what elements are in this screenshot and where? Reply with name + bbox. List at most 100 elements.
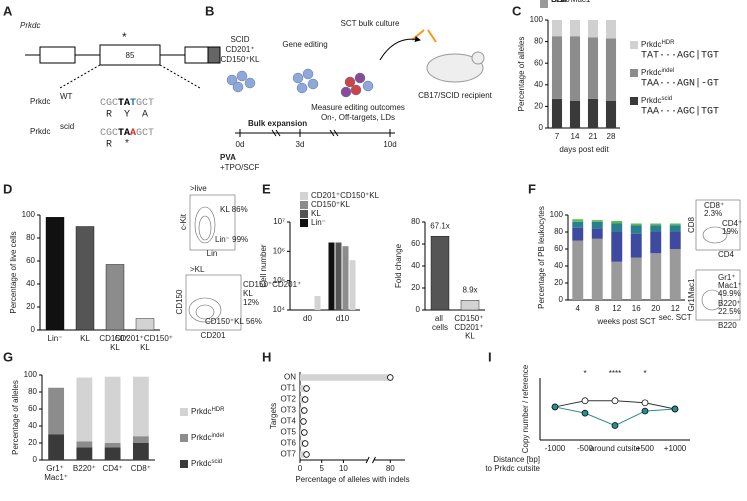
y-tick-label: 60 bbox=[26, 256, 35, 265]
legend-label: PrkdcHDR bbox=[191, 407, 225, 417]
panel-label: H bbox=[262, 349, 271, 364]
y-tick-label: 0 bbox=[539, 123, 544, 132]
bar-segment bbox=[76, 441, 93, 448]
point bbox=[611, 422, 619, 429]
legend-label: B220⁺ bbox=[551, 0, 574, 4]
point bbox=[303, 385, 310, 392]
point bbox=[387, 374, 394, 381]
bar-segment bbox=[650, 223, 662, 226]
value-label: 8.9x bbox=[462, 285, 477, 294]
codon-part: TA bbox=[118, 128, 130, 139]
codon-part: CGC bbox=[100, 128, 118, 139]
y-tick-label: 80 bbox=[26, 233, 35, 242]
day-label: 10d bbox=[383, 140, 396, 149]
y-axis-label: Percentage of PB leukocytes bbox=[537, 206, 546, 309]
legend-label: Prkdcscid bbox=[191, 459, 222, 469]
x-tick-label: 12 bbox=[671, 304, 680, 313]
y-tick-label: 10⁶ bbox=[273, 246, 285, 255]
y-axis-label: Percentage of alleles bbox=[517, 37, 526, 112]
day-label: 0d bbox=[236, 140, 245, 149]
legend-swatch bbox=[300, 210, 308, 218]
x-tick-label: CD150⁺ KL bbox=[99, 334, 130, 352]
legend-sequence: TAT···AGC|TGT bbox=[641, 50, 719, 62]
x-tick-label: all cells bbox=[432, 314, 448, 332]
bar-segment bbox=[611, 232, 623, 262]
y-tick-label: 80 bbox=[411, 217, 420, 226]
legend-swatch bbox=[630, 69, 638, 77]
legend-swatch bbox=[630, 41, 638, 49]
bar bbox=[460, 300, 480, 311]
day-label: 3d bbox=[296, 140, 305, 149]
legend-sequence: TAA···AGN|-GT bbox=[641, 78, 719, 90]
phase-label: Bulk expansion bbox=[248, 119, 307, 128]
population-label: SCID bbox=[230, 35, 249, 44]
bar bbox=[430, 235, 450, 311]
y-tick-label: 40 bbox=[534, 80, 543, 89]
inset-label: Mac1⁺ bbox=[718, 281, 742, 290]
y-tick-label: 0 bbox=[416, 305, 421, 314]
panel-label: G bbox=[3, 349, 13, 364]
inset-label: Lin bbox=[207, 249, 218, 258]
inset-label: 12% bbox=[243, 298, 259, 307]
inset-label: CD4 bbox=[718, 250, 735, 259]
inset-label: >KL bbox=[190, 265, 205, 274]
y-tick-label: OT4 bbox=[280, 417, 296, 426]
x-tick-label: -500 bbox=[577, 444, 594, 453]
allele-sequence: CGCTAAGCT bbox=[100, 128, 154, 139]
panel-label: E bbox=[262, 181, 271, 196]
media-label: PVA bbox=[220, 153, 236, 162]
bar-segment bbox=[605, 20, 617, 39]
y-axis-label: Copy number / reference bbox=[521, 364, 530, 453]
step-label: SCT bulk culture bbox=[341, 19, 401, 28]
legend-label: CD4⁺ bbox=[551, 0, 571, 4]
legend-swatch bbox=[300, 219, 308, 227]
allele-sup: scid bbox=[60, 122, 74, 131]
bar-segment bbox=[572, 227, 584, 241]
y-tick-label: 80 bbox=[554, 227, 563, 236]
point bbox=[671, 405, 679, 413]
population-label: CD150⁺KL bbox=[221, 55, 260, 64]
bar-segment bbox=[611, 223, 623, 232]
codon-part: GCT bbox=[136, 98, 154, 109]
bar bbox=[300, 451, 307, 458]
bar-segment bbox=[591, 238, 603, 300]
legend-sequence: TAA···AGC|TGT bbox=[641, 106, 719, 118]
x-tick-label: 0 bbox=[298, 464, 303, 473]
legend-label: CD201⁺CD150⁺KL bbox=[311, 191, 380, 200]
gene-name: Prkdc bbox=[20, 21, 40, 30]
inset-label: CD150⁺CD201⁺ bbox=[243, 280, 301, 289]
y-tick-label: 10⁷ bbox=[273, 217, 285, 226]
amino-acid: R bbox=[106, 110, 112, 121]
inset-label: CD150 bbox=[175, 289, 184, 314]
inset-label: 2.3% bbox=[704, 209, 722, 218]
bar-segment bbox=[591, 221, 603, 229]
bar-segment bbox=[591, 220, 603, 222]
bar-segment bbox=[650, 253, 662, 300]
y-tick-label: 10⁵ bbox=[273, 276, 285, 285]
bar-segment bbox=[587, 37, 599, 99]
legend-swatch bbox=[630, 97, 638, 105]
allele-name: Prkdc bbox=[30, 127, 50, 136]
bar-segment bbox=[104, 443, 121, 448]
x-tick-label: 10 bbox=[339, 464, 348, 473]
y-tick-label: 20 bbox=[534, 102, 543, 111]
panel-label: D bbox=[3, 181, 12, 196]
significance: * bbox=[583, 369, 586, 378]
y-tick-label: OT7 bbox=[280, 450, 296, 459]
bar-segment bbox=[630, 257, 642, 300]
bar bbox=[328, 242, 335, 310]
y-tick-label: OT2 bbox=[280, 395, 296, 404]
edit-star: * bbox=[122, 30, 127, 44]
inset-label: B220 bbox=[718, 321, 737, 330]
bar bbox=[300, 385, 307, 392]
bar-segment bbox=[551, 98, 563, 128]
y-tick-label: 100 bbox=[550, 210, 564, 219]
codon-part: A bbox=[130, 128, 136, 139]
codon-part: CGC bbox=[100, 98, 118, 109]
y-tick-label: 20 bbox=[26, 302, 35, 311]
inset-label: 49.9% bbox=[718, 289, 741, 298]
y-axis-label: Fold change bbox=[394, 243, 403, 288]
point bbox=[302, 440, 309, 447]
x-tick-label: Gr1⁺ Mac1⁺ bbox=[44, 464, 68, 482]
